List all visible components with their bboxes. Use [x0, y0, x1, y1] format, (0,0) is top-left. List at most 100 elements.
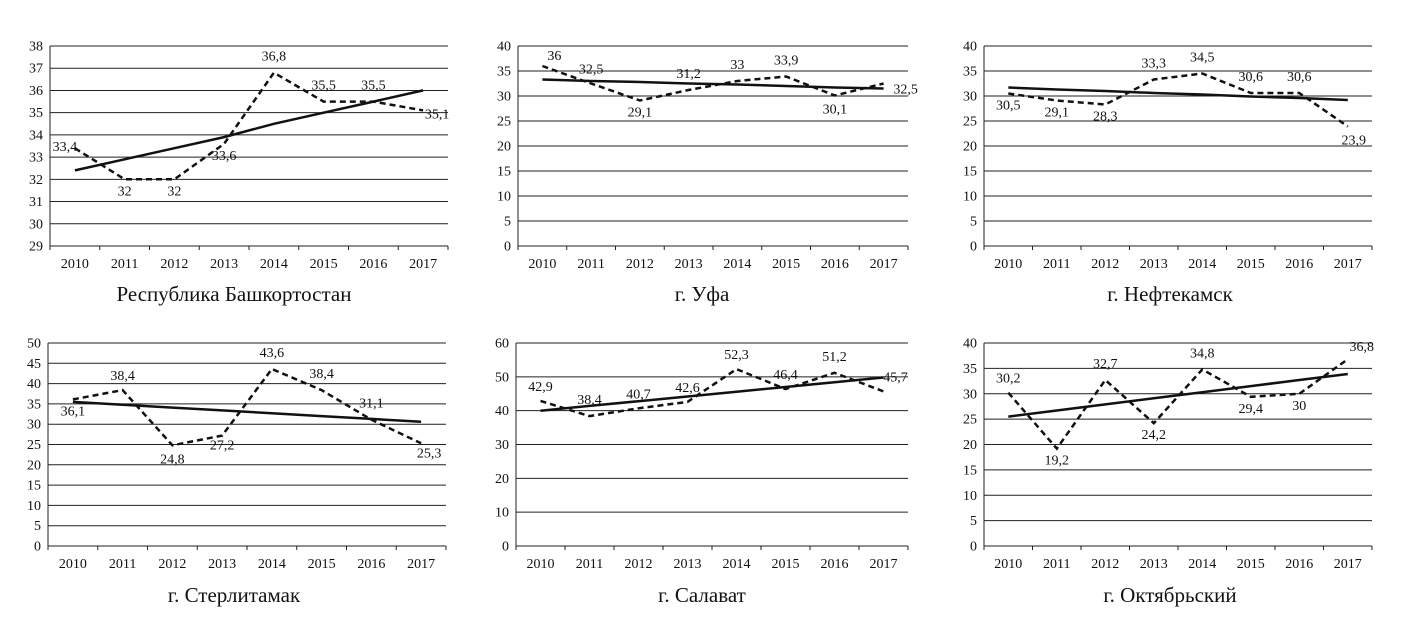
data-label: 30,1	[823, 103, 848, 118]
y-tick-label: 20	[497, 140, 511, 155]
x-tick-label: 2016	[821, 557, 849, 572]
y-tick-label: 0	[970, 540, 977, 555]
y-tick-label: 34	[29, 128, 43, 143]
data-label: 35,5	[311, 79, 336, 94]
data-label: 43,6	[260, 346, 285, 361]
data-label: 33,4	[53, 140, 78, 155]
data-label: 51,2	[822, 350, 847, 365]
x-tick-label: 2017	[870, 257, 898, 272]
x-tick-label: 2015	[308, 557, 336, 572]
chart-panel-neftekamsk: 0 5 10 15 20 25 30 35 40 2010 2011 2012 2013 2014 2015…	[936, 0, 1404, 309]
x-tick-label: 2017	[1334, 257, 1362, 272]
x-tick-label: 2014	[1188, 557, 1216, 572]
y-tick-label: 5	[970, 514, 977, 529]
data-label: 30	[1292, 399, 1306, 414]
y-tick-label: 5	[970, 215, 977, 230]
y-tick-label: 29	[29, 240, 43, 255]
x-tick-label: 2012	[158, 557, 186, 572]
x-tick-label: 2010	[61, 257, 89, 272]
data-label: 33,9	[774, 54, 799, 69]
y-tick-label: 35	[963, 65, 977, 80]
y-tick-label: 30	[497, 90, 511, 105]
y-tick-label: 10	[963, 489, 977, 504]
y-tick-label: 10	[963, 190, 977, 205]
chart-caption: г. Стерлитамак	[167, 583, 301, 607]
data-label: 25,3	[417, 446, 442, 461]
data-label: 45,7	[883, 370, 908, 385]
data-label: 23,9	[1342, 134, 1367, 149]
y-tick-label: 15	[497, 165, 511, 180]
chart-panel-bashkortostan: 29 30 31 32 33 34 35 36 37 38 2010 2011 2012 2013 2014…	[0, 0, 468, 309]
trend-line	[1008, 372, 1348, 418]
data-label: 52,3	[724, 348, 749, 363]
data-label: 42,6	[675, 381, 700, 396]
y-tick-label: 35	[963, 362, 977, 377]
data-label: 31,1	[359, 397, 384, 412]
x-tick-label: 2013	[208, 557, 236, 572]
data-label: 32,7	[1093, 357, 1118, 372]
data-label: 46,4	[773, 368, 798, 383]
x-tick-label: 2012	[1091, 257, 1119, 272]
data-label: 32,5	[893, 83, 918, 98]
data-label: 29,4	[1239, 402, 1264, 417]
chart-svg: 0 5 10 15 20 25 30 35 40 2010 2011 2012 2013 2014 2015…	[497, 40, 918, 273]
x-tick-label: 2014	[723, 257, 751, 272]
data-label: 38,4	[577, 393, 602, 408]
x-tick-label: 2011	[111, 257, 138, 272]
x-tick-label: 2016	[359, 257, 387, 272]
data-label: 19,2	[1045, 454, 1070, 469]
y-tick-label: 32	[29, 173, 43, 188]
y-tick-label: 25	[497, 115, 511, 130]
y-tick-label: 20	[963, 438, 977, 453]
chart-svg: 0 5 10 15 20 25 30 35 40 2010 2011 2012 2013 2014 2015…	[963, 337, 1374, 573]
y-tick-label: 15	[27, 479, 41, 494]
data-label: 35,1	[425, 107, 450, 122]
data-label: 30,2	[996, 372, 1021, 387]
data-label: 32	[118, 184, 132, 199]
data-series-line	[72, 367, 422, 447]
x-tick-label: 2014	[1188, 257, 1216, 272]
y-tick-label: 5	[34, 519, 41, 534]
trend-line	[1008, 86, 1348, 102]
data-series-line	[1007, 358, 1349, 451]
chart-svg: 0 5 10 15 20 25 30 35 40 45 50 2010 2011 2012 2013 2014…	[27, 337, 447, 572]
y-tick-label: 60	[495, 337, 509, 352]
data-series-line	[541, 64, 884, 102]
y-tick-label: 35	[497, 65, 511, 80]
chart-panel-sterlitamak: 0 5 10 15 20 25 30 35 40 45 50 2010 2011 2012 2013 2014…	[0, 309, 468, 618]
trend-line	[74, 89, 424, 172]
y-tick-label: 10	[27, 499, 41, 514]
y-tick-label: 5	[504, 215, 511, 230]
x-tick-label: 2010	[527, 557, 555, 572]
y-tick-label: 35	[27, 397, 41, 412]
x-tick-label: 2015	[310, 257, 338, 272]
x-tick-label: 2010	[994, 557, 1022, 572]
y-tick-label: 25	[963, 115, 977, 130]
x-tick-label: 2011	[109, 557, 136, 572]
data-series-line	[1008, 72, 1349, 128]
y-tick-label: 20	[963, 140, 977, 155]
x-tick-label: 2011	[577, 257, 604, 272]
y-tick-label: 45	[27, 357, 41, 372]
y-tick-label: 50	[27, 337, 41, 352]
y-tick-label: 0	[34, 540, 41, 555]
chart-panel-salavat: 0 10 20 30 40 50 60 2010 2011 2012 2013 2014 2015 201…	[468, 309, 936, 618]
data-label: 32,5	[579, 63, 604, 78]
trend-line	[72, 400, 422, 424]
y-tick-label: 30	[963, 90, 977, 105]
y-tick-label: 40	[497, 40, 511, 55]
data-label: 30,6	[1239, 70, 1264, 85]
x-tick-label: 2015	[1237, 557, 1265, 572]
data-label: 31,2	[676, 67, 701, 82]
x-tick-label: 2016	[357, 557, 385, 572]
y-tick-label: 30	[963, 387, 977, 402]
x-tick-label: 2012	[160, 257, 188, 272]
chart-caption: г. Октябрьский	[1103, 583, 1237, 607]
x-tick-label: 2012	[626, 257, 654, 272]
x-tick-label: 2012	[1091, 557, 1119, 572]
x-tick-label: 2013	[1140, 257, 1168, 272]
x-tick-label: 2017	[409, 257, 437, 272]
y-tick-label: 50	[495, 370, 509, 385]
x-tick-label: 2012	[625, 557, 653, 572]
y-tick-label: 30	[495, 438, 509, 453]
